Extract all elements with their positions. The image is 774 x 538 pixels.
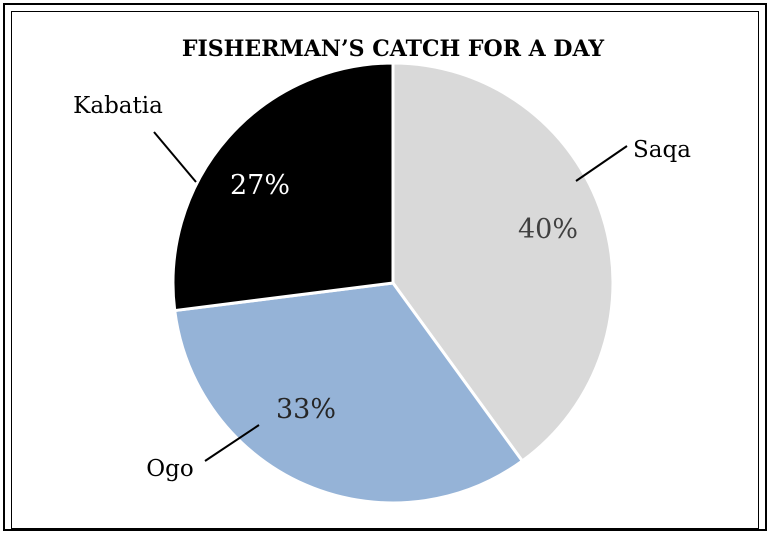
data-label-ogo: 33% <box>276 394 336 425</box>
chart-outer-border <box>3 3 767 531</box>
category-label-ogo: Ogo <box>146 456 193 482</box>
leader-lines <box>153 131 628 462</box>
leader-line-saqa <box>575 145 628 182</box>
category-label-saqa: Saqa <box>633 137 691 163</box>
leader-line-ogo <box>204 424 260 462</box>
pie-labels: 40% Saqa 33% Ogo 27% Kabatia <box>73 93 691 482</box>
chart-title: FISHERMAN’S CATCH FOR A DAY <box>182 36 605 62</box>
chart-inner-border <box>11 11 759 529</box>
data-label-saqa: 40% <box>518 214 578 245</box>
leader-line-kabatia <box>153 131 197 183</box>
pie-slice-ogo <box>173 281 524 505</box>
data-label-kabatia: 27% <box>230 170 290 201</box>
pie-slice-kabatia <box>171 61 395 313</box>
category-label-kabatia: Kabatia <box>73 93 163 119</box>
pie-slice-saqa <box>391 61 615 463</box>
pie-slices <box>171 61 615 505</box>
